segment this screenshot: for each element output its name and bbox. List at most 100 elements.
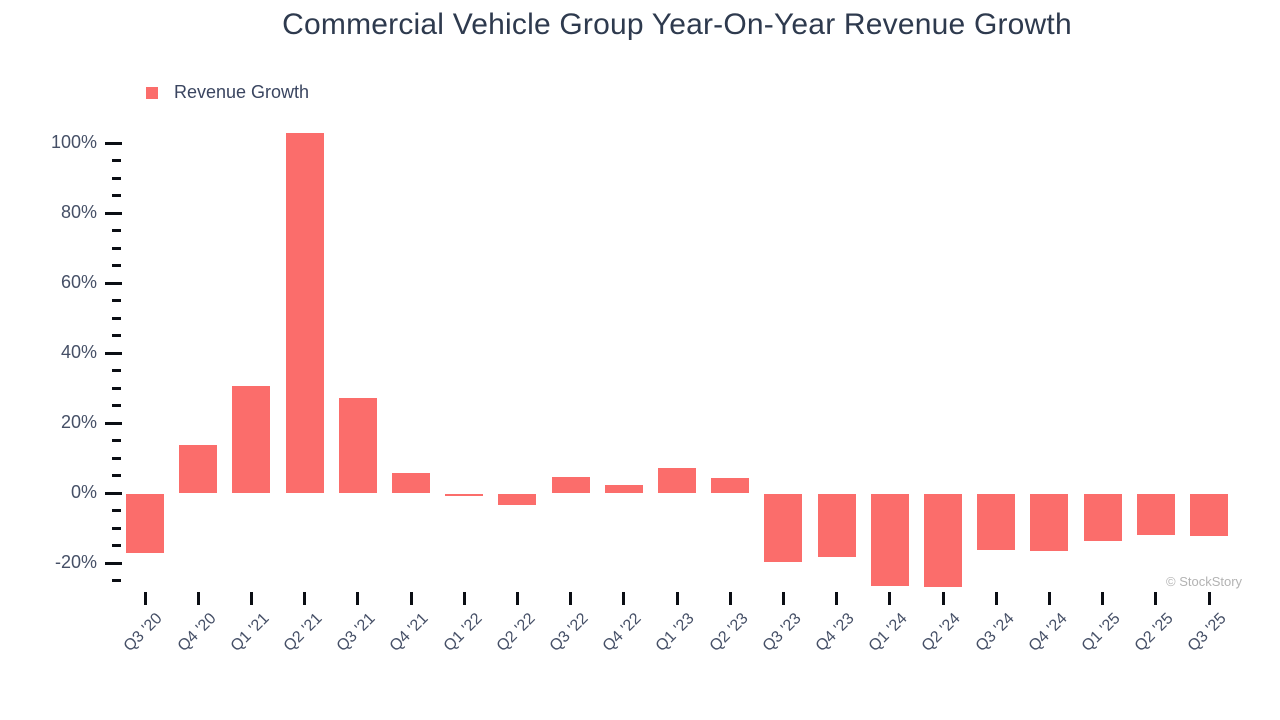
bar-Q323: [764, 494, 803, 562]
x-tick: [303, 592, 307, 605]
x-tick: [515, 592, 519, 605]
x-tick: [675, 592, 679, 605]
y-major-tick: [105, 421, 122, 425]
x-tick: [1207, 592, 1211, 605]
x-tick-label: Q1 '24: [865, 610, 911, 656]
bar-Q223: [711, 478, 750, 494]
legend-swatch-icon: [146, 86, 158, 99]
y-major-tick: [105, 141, 122, 145]
bar-Q225: [1136, 494, 1175, 535]
x-tick: [1154, 592, 1158, 605]
bar-Q322: [551, 476, 590, 494]
y-tick-label: 40%: [60, 342, 97, 363]
x-tick-label: Q4 '21: [387, 610, 433, 656]
y-tick-label: 60%: [60, 272, 97, 293]
y-tick-label: 100%: [50, 132, 97, 153]
x-tick: [941, 592, 945, 605]
x-tick-label: Q2 '23: [706, 610, 752, 656]
y-minor-tick: [112, 194, 121, 198]
x-tick: [462, 592, 466, 605]
x-tick-label: Q1 '23: [653, 610, 699, 656]
x-tick-label: Q3 '21: [333, 610, 379, 656]
y-minor-tick: [112, 334, 121, 338]
x-tick: [1047, 592, 1051, 605]
bar-Q324: [977, 494, 1016, 550]
y-tick-label: 20%: [60, 412, 97, 433]
x-tick-label: Q2 '21: [280, 610, 326, 656]
bar-Q320: [126, 494, 164, 553]
x-tick: [781, 592, 785, 605]
y-major-tick: [105, 491, 122, 495]
y-minor-tick: [112, 386, 121, 390]
y-major-tick: [105, 281, 122, 285]
bar-Q122: [445, 494, 484, 496]
y-tick-label: 80%: [60, 202, 97, 223]
y-minor-tick: [112, 474, 121, 478]
y-minor-tick: [112, 159, 121, 163]
bar-Q421: [392, 473, 430, 494]
bar-Q420: [179, 445, 218, 494]
plot-area: [126, 128, 1228, 591]
x-tick-label: Q1 '22: [440, 610, 486, 656]
x-tick-label: Q4 '20: [174, 610, 220, 656]
x-tick-label: Q4 '22: [599, 610, 645, 656]
y-minor-tick: [112, 176, 121, 180]
bar-Q422: [604, 485, 643, 494]
y-minor-tick: [112, 544, 121, 548]
x-tick-label: Q3 '20: [121, 610, 167, 656]
bar-Q124: [870, 494, 909, 587]
y-major-tick: [105, 211, 122, 215]
bar-Q423: [817, 494, 856, 557]
x-tick-label: Q4 '23: [812, 610, 858, 656]
y-minor-tick: [112, 509, 121, 513]
y-minor-tick: [112, 456, 121, 460]
y-major-tick: [105, 351, 122, 355]
x-tick-label: Q2 '22: [493, 610, 539, 656]
bar-Q222: [498, 494, 537, 505]
bar-Q125: [1083, 494, 1122, 541]
y-minor-tick: [112, 246, 121, 250]
legend: Revenue Growth: [146, 82, 309, 103]
x-tick-label: Q3 '22: [546, 610, 592, 656]
y-minor-tick: [112, 439, 121, 443]
y-minor-tick: [112, 316, 121, 320]
x-tick: [1101, 592, 1105, 605]
y-minor-tick: [112, 299, 121, 303]
y-minor-tick: [112, 404, 121, 408]
y-minor-tick: [112, 579, 121, 583]
x-tick: [143, 592, 147, 605]
chart-title: Commercial Vehicle Group Year-On-Year Re…: [282, 8, 1072, 41]
x-tick-label: Q2 '24: [919, 610, 965, 656]
y-major-tick: [105, 561, 122, 565]
x-tick: [569, 592, 573, 605]
watermark: © StockStory: [1166, 574, 1243, 589]
x-tick: [356, 592, 360, 605]
x-tick-label: Q1 '21: [227, 610, 273, 656]
y-minor-tick: [112, 369, 121, 373]
x-tick: [622, 592, 626, 605]
x-tick-label: Q1 '25: [1078, 610, 1124, 656]
y-minor-tick: [112, 229, 121, 233]
bar-Q221: [285, 132, 324, 494]
x-tick-label: Q4 '24: [1025, 610, 1071, 656]
y-tick-label: -20%: [54, 552, 97, 573]
legend-label: Revenue Growth: [174, 82, 310, 102]
x-tick: [835, 592, 839, 605]
bar-Q224: [924, 494, 962, 588]
x-tick-label: Q3 '25: [1185, 610, 1231, 656]
y-minor-tick: [112, 264, 121, 268]
x-tick: [249, 592, 253, 605]
x-tick: [409, 592, 413, 605]
y-minor-tick: [112, 526, 121, 530]
x-tick-label: Q2 '25: [1131, 610, 1177, 656]
bar-Q321: [338, 397, 377, 494]
bar-Q121: [232, 385, 271, 494]
x-tick: [888, 592, 892, 605]
bar-Q325: [1190, 494, 1228, 536]
bar-Q424: [1030, 494, 1069, 552]
x-tick-label: Q3 '23: [759, 610, 805, 656]
x-tick: [728, 592, 732, 605]
x-tick: [994, 592, 998, 605]
bar-Q123: [658, 467, 696, 494]
